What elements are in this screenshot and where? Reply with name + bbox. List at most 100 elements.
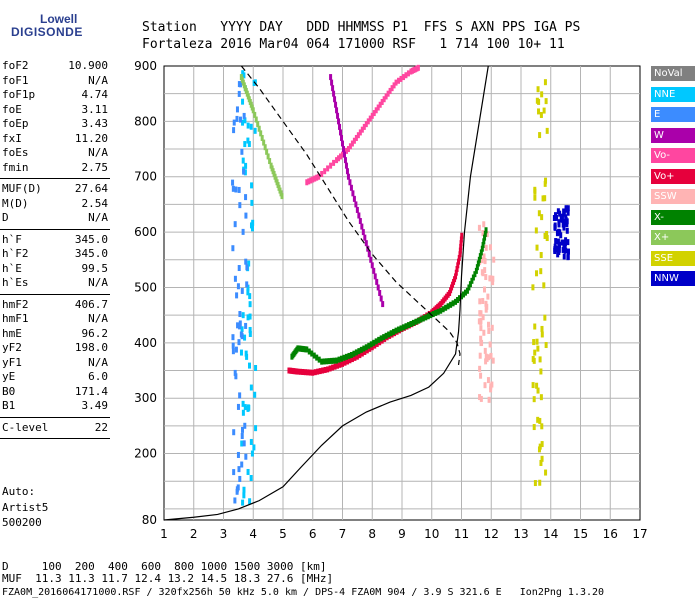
echo-dot-nnw bbox=[562, 239, 566, 246]
echo-dot-sse bbox=[535, 338, 539, 345]
trace-point-x bbox=[484, 227, 488, 234]
param-label: fmin bbox=[2, 160, 29, 174]
param-label: foEs bbox=[2, 146, 29, 159]
echo-dot-ssw bbox=[483, 347, 487, 354]
trace-point-w bbox=[341, 146, 345, 153]
echo-dot-sse bbox=[543, 232, 547, 239]
trace-point-vo bbox=[331, 364, 335, 371]
echo-dot-sse bbox=[540, 214, 544, 221]
trace-point-x bbox=[436, 308, 440, 315]
trace-point-vo bbox=[459, 240, 463, 247]
echo-dot-nne bbox=[241, 70, 245, 77]
trace-point-x bbox=[263, 144, 267, 151]
echo-dot-e bbox=[236, 484, 240, 491]
param-label: B1 bbox=[2, 399, 16, 412]
param-separator bbox=[0, 228, 110, 230]
param-value: 345.0 bbox=[74, 247, 108, 260]
y-tick-label: 900 bbox=[134, 59, 157, 73]
echo-dot-ssw bbox=[486, 293, 490, 300]
trace-point-x bbox=[364, 344, 368, 351]
autoscale-code: 500200 bbox=[2, 516, 42, 529]
echo-dot-ssw bbox=[490, 324, 494, 331]
trace-point-vo bbox=[352, 137, 356, 144]
echo-dot-nne bbox=[247, 362, 251, 369]
trace-point-x bbox=[431, 311, 435, 318]
trace-point-vo bbox=[341, 360, 344, 367]
trace-point-x bbox=[483, 230, 487, 237]
x-tick-label: 10 bbox=[424, 527, 439, 541]
trace-point-vo bbox=[344, 147, 348, 154]
trace-point-vo bbox=[298, 368, 302, 375]
param-label: D bbox=[2, 211, 9, 224]
trace-point-vo bbox=[458, 251, 462, 258]
trace-point-x bbox=[387, 331, 391, 338]
x-tick-label: 9 bbox=[398, 527, 406, 541]
trace-point-vo bbox=[416, 64, 420, 71]
trace-point-x bbox=[401, 324, 405, 331]
echo-dot-sse bbox=[533, 480, 537, 487]
trace-point-w bbox=[372, 267, 376, 274]
param-label: yF2 bbox=[2, 341, 22, 354]
trace-point-vo bbox=[376, 104, 380, 111]
trace-point-vo bbox=[456, 262, 460, 269]
echo-dot-e bbox=[233, 369, 237, 376]
trace-point-x bbox=[262, 139, 266, 146]
trace-point-x bbox=[312, 352, 316, 359]
trace-point-x bbox=[458, 295, 462, 302]
trace-point-vo bbox=[356, 132, 360, 139]
echo-dot-e bbox=[232, 119, 236, 126]
echo-dot-nne bbox=[249, 475, 253, 482]
echo-dot-sse bbox=[540, 91, 544, 98]
trace-point-vo bbox=[360, 126, 364, 133]
legend-item-w: W bbox=[651, 127, 695, 143]
y-tick-label: 600 bbox=[134, 225, 157, 239]
echo-dot-sse bbox=[545, 230, 549, 237]
echo-dot-e bbox=[237, 90, 241, 97]
echo-dot-e bbox=[245, 281, 249, 288]
trace-point-w bbox=[332, 90, 336, 97]
trace-point-w bbox=[338, 123, 342, 130]
trace-point-x bbox=[404, 323, 408, 330]
echo-dot-e bbox=[240, 287, 244, 294]
trace-point-vo bbox=[457, 254, 461, 261]
header-values: Fortaleza 2016 Mar04 064 171000 RSF 1 71… bbox=[142, 37, 565, 52]
trace-point-w bbox=[358, 218, 362, 225]
param-label: yE bbox=[2, 370, 16, 383]
param-label: hmF1 bbox=[2, 312, 29, 325]
trace-point-vo bbox=[364, 121, 368, 128]
echo-dot-nnw bbox=[555, 230, 559, 237]
echo-dot-nnw bbox=[564, 237, 568, 244]
echo-dot-ssw bbox=[481, 230, 485, 237]
trace-point-x bbox=[359, 346, 363, 353]
param-row: h`F 345.0 bbox=[2, 233, 108, 246]
echo-dot-nne bbox=[248, 313, 252, 320]
trace-point-x bbox=[342, 354, 346, 361]
echo-dot-ssw bbox=[477, 224, 481, 231]
param-value: 2.75 bbox=[81, 160, 109, 174]
trace-point-x bbox=[481, 242, 485, 249]
echo-dot-e bbox=[241, 426, 245, 433]
trace-point-vo bbox=[320, 170, 324, 177]
trace-point-vo bbox=[460, 232, 464, 239]
param-label: yF1 bbox=[2, 355, 22, 369]
trace-point-vo bbox=[355, 353, 359, 360]
trace-point-x bbox=[468, 281, 472, 288]
echo-dot-ssw bbox=[486, 377, 490, 384]
trace-point-vo bbox=[339, 153, 343, 160]
echo-dot-ssw bbox=[489, 386, 493, 393]
trace-point-vo bbox=[313, 369, 317, 376]
param-label: hmF2 bbox=[2, 297, 29, 311]
trace-point-x bbox=[478, 253, 482, 260]
trace-point-x bbox=[411, 319, 415, 326]
trace-point-x bbox=[257, 125, 261, 132]
param-separator bbox=[0, 293, 110, 295]
profile-curve-dashed bbox=[240, 65, 461, 366]
echo-dot-ssw bbox=[484, 244, 488, 251]
echo-dot-e bbox=[237, 265, 241, 272]
trace-point-x bbox=[429, 312, 433, 319]
footer-muf-row: MUF 11.3 11.3 11.7 12.4 13.2 14.5 18.3 2… bbox=[2, 572, 334, 585]
param-label: C-level bbox=[2, 420, 49, 434]
trace-point-vo bbox=[454, 273, 458, 280]
trace-point-vo bbox=[455, 266, 459, 273]
param-label: h`F2 bbox=[2, 247, 29, 260]
